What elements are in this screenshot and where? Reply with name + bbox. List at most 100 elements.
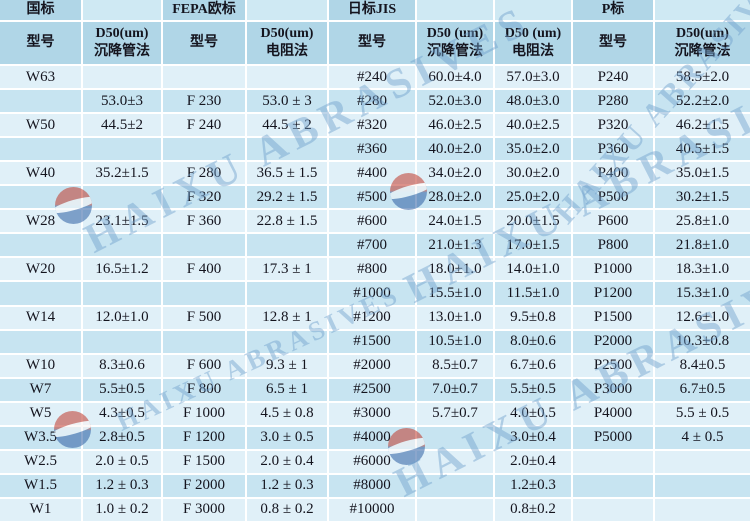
table-cell xyxy=(0,138,81,161)
table-cell: 1.2 ± 0.3 xyxy=(247,474,327,497)
table-cell: 2.8±0.5 xyxy=(83,426,161,449)
table-cell: F 500 xyxy=(163,306,245,329)
table-cell xyxy=(573,498,653,521)
table-cell: 29.2 ± 1.5 xyxy=(247,186,327,209)
table-cell xyxy=(417,498,493,521)
table-cell: 48.0±3.0 xyxy=(495,90,571,113)
group-header-spacer xyxy=(495,0,571,20)
table-cell: W3.5 xyxy=(0,426,81,449)
table-cell xyxy=(83,282,161,305)
table-cell: F 1000 xyxy=(163,402,245,425)
table-cell: P280 xyxy=(573,90,653,113)
table-cell xyxy=(83,138,161,161)
table-cell: 57.0±3.0 xyxy=(495,66,571,89)
standard-group-header: P标 xyxy=(573,0,653,20)
table-cell xyxy=(247,66,327,89)
table-cell xyxy=(83,186,161,209)
table-cell: 34.0±2.0 xyxy=(417,162,493,185)
table-cell: 9.3 ± 1 xyxy=(247,354,327,377)
table-cell: F 400 xyxy=(163,258,245,281)
table-cell: W1.5 xyxy=(0,474,81,497)
table-cell: F 320 xyxy=(163,186,245,209)
table-cell: 9.5±0.8 xyxy=(495,306,571,329)
table-cell: F 240 xyxy=(163,114,245,137)
table-cell: 1.0 ± 0.2 xyxy=(83,498,161,521)
table-cell: 11.5±1.0 xyxy=(495,282,571,305)
table-cell: 13.0±1.0 xyxy=(417,306,493,329)
table-cell: 2.0 ± 0.5 xyxy=(83,450,161,473)
column-header: 型号 xyxy=(0,22,81,64)
table-cell: 8.0±0.6 xyxy=(495,330,571,353)
table-cell: 5.5±0.5 xyxy=(495,378,571,401)
table-cell: 52.0±3.0 xyxy=(417,90,493,113)
table-cell: 40.0±2.0 xyxy=(417,138,493,161)
table-cell: 35.0±1.5 xyxy=(655,162,750,185)
table-cell xyxy=(655,498,750,521)
table-cell: 44.5±2 xyxy=(83,114,161,137)
table-cell: #2500 xyxy=(329,378,415,401)
table-cell: 7.0±0.7 xyxy=(417,378,493,401)
table-cell: P360 xyxy=(573,138,653,161)
column-header: 型号 xyxy=(163,22,245,64)
table-cell xyxy=(83,66,161,89)
table-cell: P500 xyxy=(573,186,653,209)
table-cell: P400 xyxy=(573,162,653,185)
table-cell: 3.0±0.4 xyxy=(495,426,571,449)
table-cell: 5.7±0.7 xyxy=(417,402,493,425)
table-cell: W40 xyxy=(0,162,81,185)
table-cell: #6000 xyxy=(329,450,415,473)
standard-group-header: FEPA欧标 xyxy=(163,0,245,20)
table-cell: 4.5 ± 0.8 xyxy=(247,402,327,425)
table-cell: #800 xyxy=(329,258,415,281)
table-cell: 6.7±0.5 xyxy=(655,378,750,401)
table-cell: F 280 xyxy=(163,162,245,185)
table-cell xyxy=(163,330,245,353)
table-cell: 35.2±1.5 xyxy=(83,162,161,185)
table-cell: 0.8±0.2 xyxy=(495,498,571,521)
table-cell xyxy=(417,474,493,497)
table-cell: 25.0±2.0 xyxy=(495,186,571,209)
table-cell: 24.0±1.5 xyxy=(417,210,493,233)
table-cell: 52.2±2.0 xyxy=(655,90,750,113)
table-cell: 10.5±1.0 xyxy=(417,330,493,353)
table-cell: #600 xyxy=(329,210,415,233)
table-cell: 17.0±1.5 xyxy=(495,234,571,257)
table-cell: W14 xyxy=(0,306,81,329)
table-cell xyxy=(655,450,750,473)
table-cell: W2.5 xyxy=(0,450,81,473)
table-cell: 4 ± 0.5 xyxy=(655,426,750,449)
column-header: 型号 xyxy=(573,22,653,64)
table-cell: 30.2±1.5 xyxy=(655,186,750,209)
group-header-spacer xyxy=(655,0,750,20)
table-cell: #700 xyxy=(329,234,415,257)
table-cell: P320 xyxy=(573,114,653,137)
table-cell: 53.0 ± 3 xyxy=(247,90,327,113)
table-cell: #360 xyxy=(329,138,415,161)
table-cell: W63 xyxy=(0,66,81,89)
table-cell: P2500 xyxy=(573,354,653,377)
table-cell xyxy=(0,330,81,353)
standard-group-header: 日标JIS xyxy=(329,0,415,20)
table-cell: 12.8 ± 1 xyxy=(247,306,327,329)
table-cell: 3.0 ± 0.5 xyxy=(247,426,327,449)
column-header: D50(um) 沉降管法 xyxy=(83,22,161,64)
table-cell: 21.8±1.0 xyxy=(655,234,750,257)
table-cell: 6.5 ± 1 xyxy=(247,378,327,401)
table-cell: 20.0±1.5 xyxy=(495,210,571,233)
table-cell: 14.0±1.0 xyxy=(495,258,571,281)
table-cell: 15.3±1.0 xyxy=(655,282,750,305)
group-header-spacer xyxy=(83,0,161,20)
table-cell: F 800 xyxy=(163,378,245,401)
table-cell: 1.2 ± 0.3 xyxy=(83,474,161,497)
table-cell: 53.0±3 xyxy=(83,90,161,113)
table-cell: #1000 xyxy=(329,282,415,305)
table-cell: 25.8±1.0 xyxy=(655,210,750,233)
table-cell: P2000 xyxy=(573,330,653,353)
standard-group-header: 国标 xyxy=(0,0,81,20)
column-header: 型号 xyxy=(329,22,415,64)
table-cell: 35.0±2.0 xyxy=(495,138,571,161)
table-cell: #1200 xyxy=(329,306,415,329)
table-cell: 12.6±1.0 xyxy=(655,306,750,329)
table-cell xyxy=(83,330,161,353)
